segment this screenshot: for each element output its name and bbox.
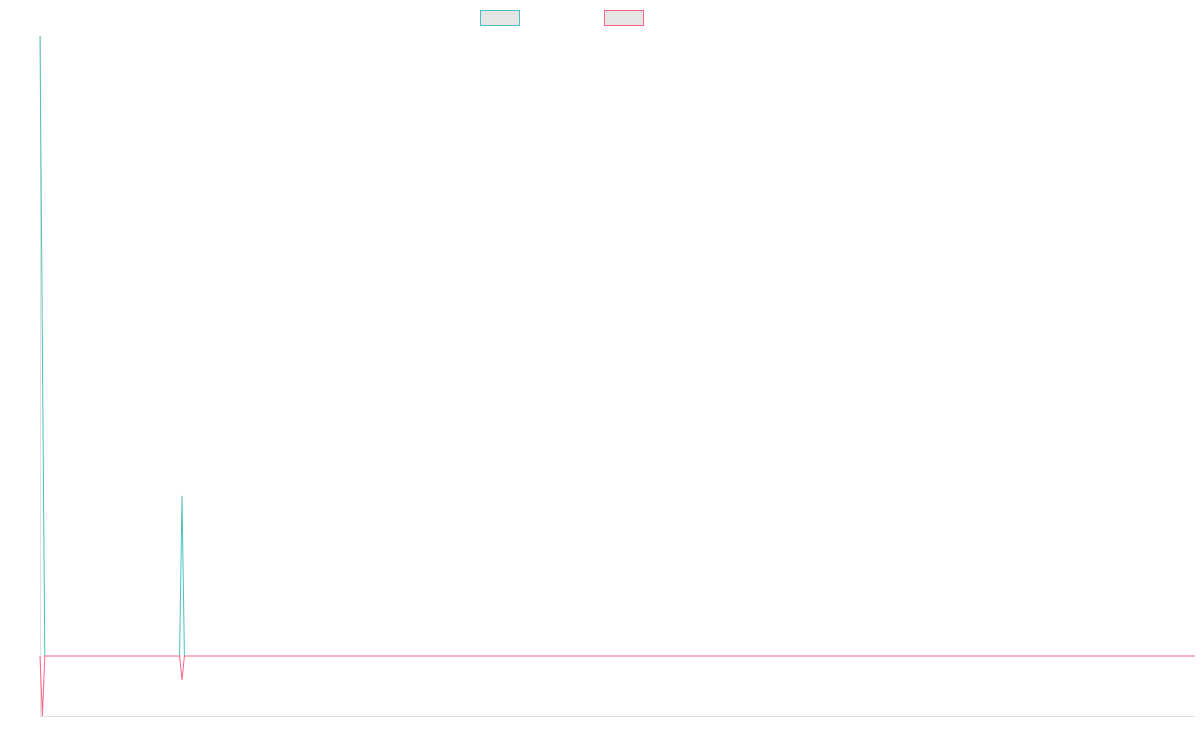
series-line-2 <box>39 655 1195 717</box>
series-line-1 <box>39 35 1195 657</box>
legend-item-series-1[interactable] <box>480 10 520 26</box>
legend-item-series-2[interactable] <box>604 10 644 26</box>
